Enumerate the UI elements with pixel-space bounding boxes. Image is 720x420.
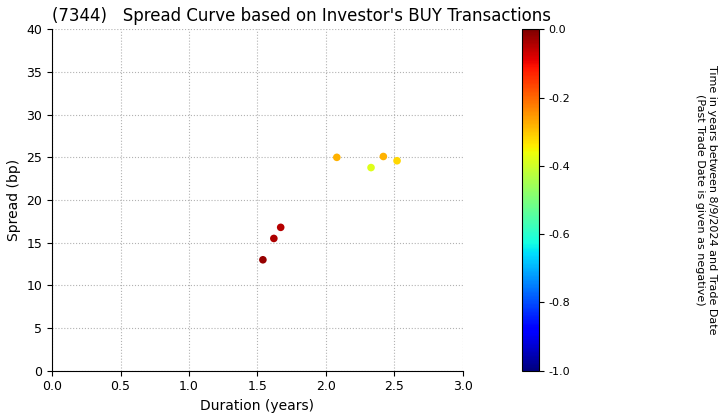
Point bbox=[257, 257, 269, 263]
Y-axis label: Time in years between 8/9/2024 and Trade Date
(Past Trade Date is given as negat: Time in years between 8/9/2024 and Trade… bbox=[696, 65, 717, 335]
Point bbox=[365, 164, 377, 171]
Point bbox=[377, 153, 389, 160]
Point bbox=[268, 235, 279, 242]
X-axis label: Duration (years): Duration (years) bbox=[200, 399, 315, 413]
Text: (7344)   Spread Curve based on Investor's BUY Transactions: (7344) Spread Curve based on Investor's … bbox=[52, 7, 551, 25]
Y-axis label: Spread (bp): Spread (bp) bbox=[7, 159, 21, 241]
Point bbox=[275, 224, 287, 231]
Point bbox=[391, 158, 402, 164]
Point bbox=[331, 154, 343, 161]
